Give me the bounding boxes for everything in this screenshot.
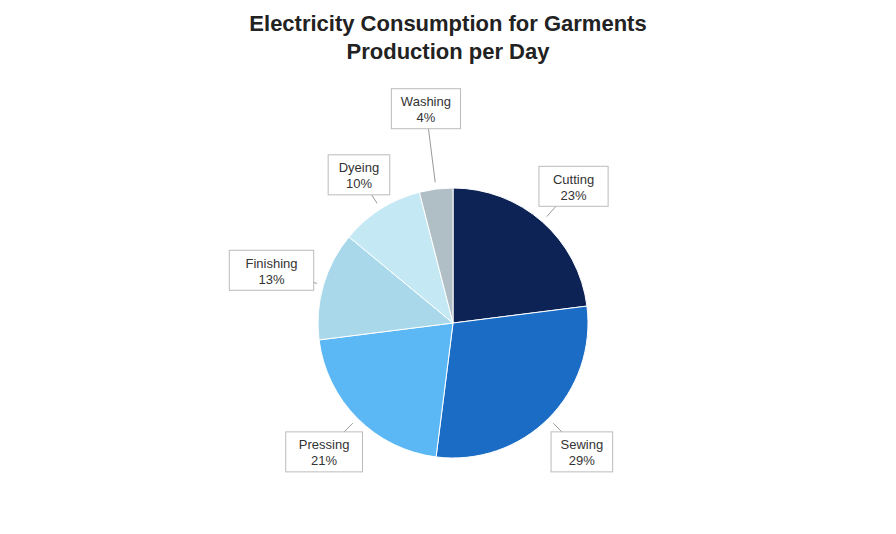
svg-text:Cutting: Cutting <box>553 172 594 187</box>
svg-text:Dyeing: Dyeing <box>339 160 379 175</box>
svg-text:Finishing: Finishing <box>245 256 297 271</box>
svg-text:21%: 21% <box>311 453 337 468</box>
svg-text:29%: 29% <box>569 453 595 468</box>
svg-text:4%: 4% <box>417 110 436 125</box>
svg-text:Sewing: Sewing <box>561 437 604 452</box>
svg-text:Washing: Washing <box>401 94 451 109</box>
svg-text:Pressing: Pressing <box>299 437 350 452</box>
html-text:Production per Day: Production per Day <box>346 39 550 64</box>
svg-text:10%: 10% <box>346 176 372 191</box>
svg-text:23%: 23% <box>561 188 587 203</box>
html-text:Electricity Consumption for Ga: Electricity Consumption for Garments <box>249 11 647 36</box>
svg-text:13%: 13% <box>258 272 284 287</box>
